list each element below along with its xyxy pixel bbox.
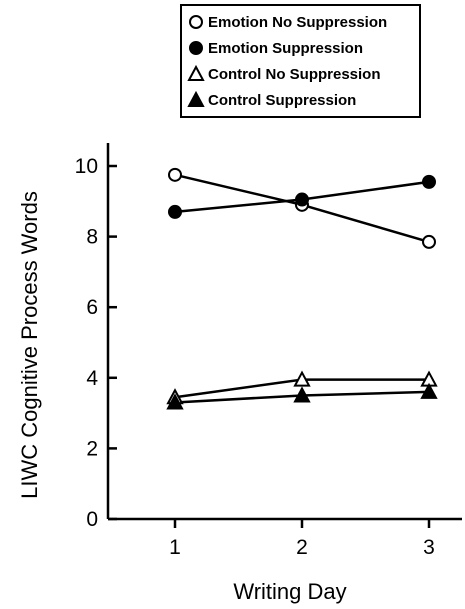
legend-label-2: Control No Suppression [208, 66, 381, 83]
data-point-series-1 [422, 174, 436, 189]
y-axis-title: LIWC Cognitive Process Words [17, 191, 42, 499]
series-layer [166, 167, 438, 410]
data-point-series-0 [168, 167, 182, 182]
x-tick-label: 3 [423, 536, 435, 559]
data-point-series-3 [166, 393, 184, 410]
data-point-series-3 [420, 382, 438, 399]
legend-label-0: Emotion No Suppression [208, 14, 387, 31]
legend: Emotion No Suppression Emotion Suppressio… [180, 4, 421, 118]
legend-marker-2 [187, 64, 205, 81]
y-tick-label: 6 [86, 296, 98, 319]
y-tick-label: 4 [86, 367, 98, 390]
x-axis-title: Writing Day [233, 579, 346, 604]
data-point-series-1 [168, 204, 182, 219]
y-tick-label: 10 [75, 155, 98, 178]
legend-marker-1 [189, 41, 203, 55]
data-point-series-2 [293, 370, 311, 387]
data-point-series-0 [422, 234, 436, 249]
legend-label-3: Control Suppression [208, 92, 356, 109]
data-point-series-3 [293, 386, 311, 403]
y-tick-label: 8 [86, 226, 98, 249]
legend-marker-3 [187, 90, 205, 107]
legend-marker-0 [189, 15, 203, 29]
data-point-series-1 [295, 192, 309, 207]
x-tick-label: 2 [296, 536, 308, 559]
x-tick-label: 1 [169, 536, 181, 559]
y-tick-label: 0 [86, 508, 98, 531]
y-tick-label: 2 [86, 437, 98, 460]
legend-box [180, 4, 421, 118]
legend-label-1: Emotion Suppression [208, 40, 363, 57]
